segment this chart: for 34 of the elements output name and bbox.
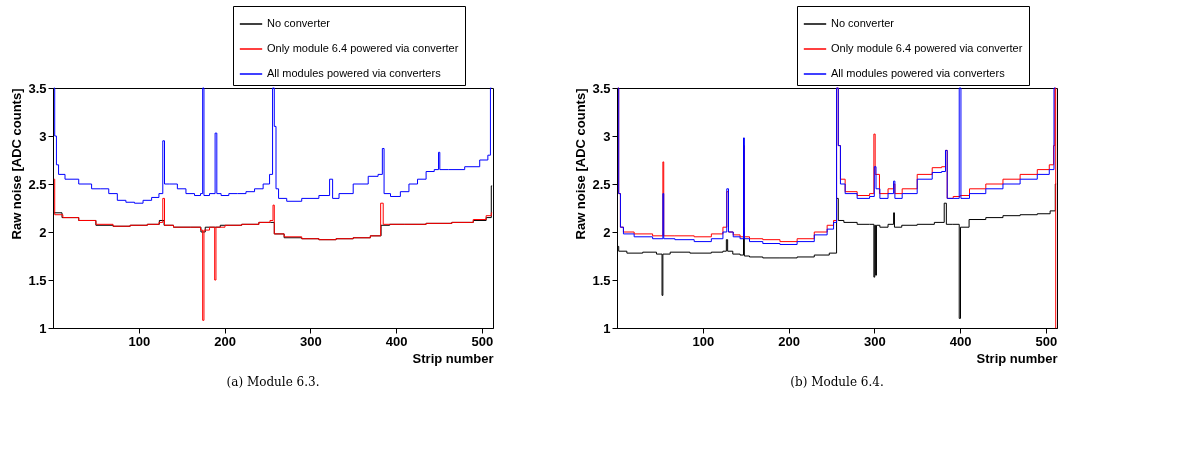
text: (b) Module 6.4. [790,375,884,389]
x-tick-label: 200 [214,333,236,349]
y-axis-title: Raw noise [ADC counts] [573,88,589,240]
y-tick-label: 1.5 [592,272,611,288]
x-tick-label: 300 [863,333,886,349]
legend-label: All modules powered via converters [267,67,442,79]
x-tick-label: 200 [778,333,800,349]
y-tick-label: 1.5 [28,272,47,288]
legend-label: No converter [267,17,331,29]
x-tick-label: 400 [949,333,972,349]
x-axis-title: Strip number [976,350,1058,366]
legend-label: Only module 6.4 powered via converter [267,42,459,54]
y-axis-title: Raw noise [ADC counts] [9,88,25,240]
x-tick-label: 100 [692,333,715,349]
y-tick-label: 3 [603,128,611,144]
x-axis-title: Strip number [412,350,494,366]
y-tick-label: 3 [39,128,47,144]
y-tick-label: 2 [39,224,47,240]
y-tick-label: 2 [603,224,611,240]
y-tick-label: 3.5 [28,80,47,96]
y-tick-label: 2.5 [28,176,47,192]
x-tick-label: 300 [299,333,322,349]
y-tick-label: 3.5 [592,80,611,96]
x-tick-label: 500 [1035,333,1058,349]
y-tick-label: 1 [603,320,611,336]
legend-label: All modules powered via converters [831,67,1006,79]
text: (a) Module 6.3. [226,375,320,389]
legend-label: Only module 6.4 powered via converter [831,42,1023,54]
x-tick-label: 100 [128,333,151,349]
y-tick-label: 1 [39,320,47,336]
y-tick-label: 2.5 [592,176,611,192]
x-tick-label: 400 [385,333,408,349]
x-tick-label: 500 [471,333,494,349]
legend-label: No converter [831,17,895,29]
